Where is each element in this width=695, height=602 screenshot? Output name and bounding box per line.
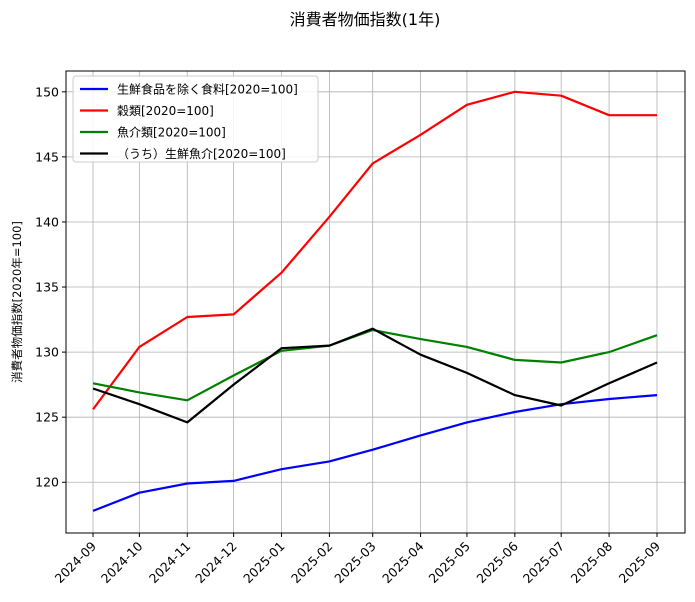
y-axis: 120 125 130 135 140 145 150: [35, 84, 66, 490]
x-tick-label: 2025-07: [520, 539, 568, 587]
x-tick-label: 2024-11: [146, 539, 194, 587]
legend-label: 生鮮食品を除く食料[2020=100]: [117, 82, 298, 97]
chart-title: 消費者物価指数(1年): [290, 10, 441, 29]
legend-label: 穀類[2020=100]: [117, 104, 214, 118]
x-tick-label: 2024-09: [52, 538, 100, 586]
series-line-1: [92, 90, 657, 411]
series-line-0: [92, 394, 658, 512]
x-tick-label: 2025-01: [240, 539, 288, 587]
x-tick-label: 2024-12: [192, 539, 240, 587]
x-tick-label: 2025-09: [616, 538, 664, 586]
legend-label: （うち）生鮮魚介[2020=100]: [117, 147, 286, 161]
y-tick-label: 135: [35, 280, 59, 295]
plot-frame: [65, 70, 686, 534]
y-tick-label: 125: [35, 410, 59, 425]
series-line-3: [92, 327, 658, 424]
legend-box: [72, 75, 319, 163]
x-tick-label: 2025-03: [331, 539, 379, 587]
y-tick-label: 120: [35, 475, 59, 490]
x-tick-label: 2025-06: [473, 538, 521, 586]
x-tick-label: 2025-05: [426, 539, 474, 587]
series-line-2: [92, 328, 658, 402]
x-tick-label: 2024-10: [98, 538, 146, 586]
x-tick-label: 2025-04: [379, 538, 427, 586]
y-tick-label: 145: [35, 149, 59, 164]
y-axis-label: 消費者物価指数[2020年=100]: [10, 221, 24, 383]
data-lines: [92, 90, 658, 512]
x-tick-label: 2025-08: [568, 538, 616, 586]
legend-label: 魚介類[2020=100]: [117, 126, 226, 140]
legend: 生鮮食品を除く食料[2020=100] 穀類[2020=100] 魚介類[2020=…: [72, 75, 319, 163]
x-tick-label: 2025-02: [288, 539, 336, 587]
y-tick-label: 130: [35, 345, 59, 360]
y-tick-label: 140: [35, 214, 59, 229]
y-tick-label: 150: [35, 84, 59, 99]
